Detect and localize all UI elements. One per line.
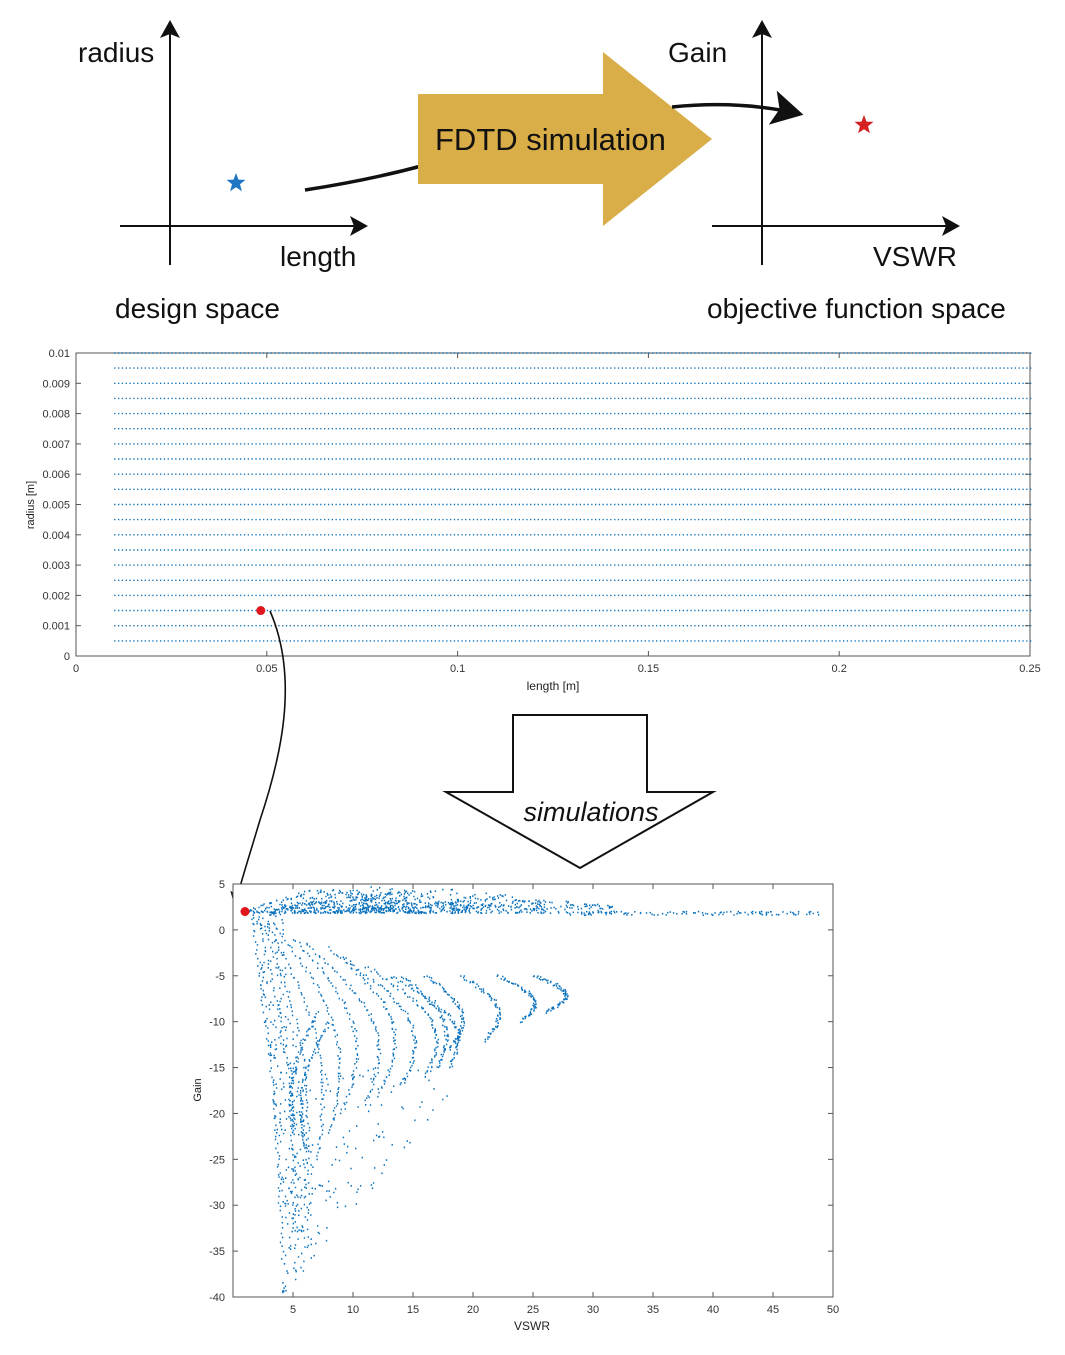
grid-y-tick-label: 0.007 [42,439,70,451]
objective-scatter-ticks: 5 10 15 20 25 30 35 40 45 5050-5-10-15-20-25-30-3… [209,879,839,1316]
mapping-connector-curve [230,610,286,907]
objective-space-star-icon [854,115,874,134]
design-space-star-icon [226,173,246,192]
grid-x-tick-label: 0.25 [1019,663,1040,675]
grid-x-tick-label: 0.2 [832,663,847,675]
scatter-y-tick-label: -40 [209,1292,225,1304]
scatter-x-tick-label: 40 [707,1304,719,1316]
grid-x-tick-label: 0.1 [450,663,465,675]
grid-x-tick-label: 0 [73,663,79,675]
simulations-arrow-shape [442,714,717,870]
process-to-objective-curve [671,90,804,125]
design-space-y-label: radius [78,37,154,68]
grid-y-tick-label: 0.004 [42,530,70,542]
scatter-y-tick-label: -10 [209,1017,225,1029]
design-grid-chart: 0 0.05 0.1 0.15 0.2 0.25 0 0.001 0.002 0.003 0.004… [25,348,1041,693]
grid-y-tick-label: 0.005 [42,500,70,512]
scatter-x-tick-label: 25 [527,1304,539,1316]
scatter-x-tick-label: 30 [587,1304,599,1316]
grid-x-tick-label: 0.05 [256,663,277,675]
scatter-y-tick-label: -5 [215,971,225,983]
scatter-x-tick-label: 10 [347,1304,359,1316]
scatter-x-tick-label: 15 [407,1304,419,1316]
objective-scatter-points [246,886,820,1294]
design-grid-highlight-point [256,606,266,616]
objective-scatter-plot-area [232,883,834,1298]
scatter-x-tick-label: 45 [767,1304,779,1316]
grid-y-tick-label: 0.003 [42,560,70,572]
grid-y-tick-label: 0.002 [42,590,70,602]
grid-y-tick-label: 0.001 [42,621,70,633]
objective-space-x-label: VSWR [873,241,957,272]
grid-y-tick-label: 0.009 [42,378,70,390]
design-space-x-label: length [280,241,356,272]
objective-space-caption: objective function space [707,293,1006,324]
objective-scatter-y-label: Gain [192,1078,204,1101]
objective-scatter-x-label: VSWR [514,1319,550,1333]
design-to-process-curve [304,163,426,192]
scatter-x-tick-label: 20 [467,1304,479,1316]
design-grid-x-label: length [m] [527,679,580,693]
fdtd-process-arrow: FDTD simulation [418,52,712,226]
fdtd-arrow-shape [418,52,712,226]
design-grid-y-label: radius [m] [25,481,37,529]
simulations-label: simulations [523,797,658,827]
scatter-x-tick-label: 50 [827,1304,839,1316]
simulations-arrow: simulations [442,714,717,870]
design-grid-points [114,352,1032,642]
grid-y-tick-label: 0.008 [42,409,70,421]
objective-scatter-chart: 5 10 15 20 25 30 35 40 45 5050-5-10-15-20-25-30-3… [192,879,839,1333]
grid-x-tick-label: 0.15 [638,663,659,675]
design-grid-ticks: 0 0.05 0.1 0.15 0.2 0.25 0 0.001 0.002 0.003 0.004… [42,348,1040,675]
scatter-x-tick-label: 35 [647,1304,659,1316]
scatter-y-tick-label: -20 [209,1108,225,1120]
objective-space-y-label: Gain [668,37,727,68]
scatter-y-tick-label: -25 [209,1154,225,1166]
scatter-y-tick-label: -30 [209,1200,225,1212]
grid-y-tick-label: 0.01 [49,348,70,360]
scatter-y-tick-label: -35 [209,1246,225,1258]
objective-space-sketch: Gain VSWR objective function space [668,20,1006,324]
scatter-y-tick-label: 5 [219,879,225,891]
scatter-y-tick-label: 0 [219,925,225,937]
scatter-x-tick-label: 5 [290,1304,296,1316]
scatter-y-tick-label: -15 [209,1063,225,1075]
fdtd-label: FDTD simulation [435,122,666,157]
design-space-caption: design space [115,293,280,324]
objective-scatter-highlight-point [240,907,250,917]
grid-y-tick-label: 0 [64,651,70,663]
design-space-sketch: radius length design space [78,20,368,324]
scatter-point-cloud [246,886,820,1294]
grid-y-tick-label: 0.006 [42,469,70,481]
